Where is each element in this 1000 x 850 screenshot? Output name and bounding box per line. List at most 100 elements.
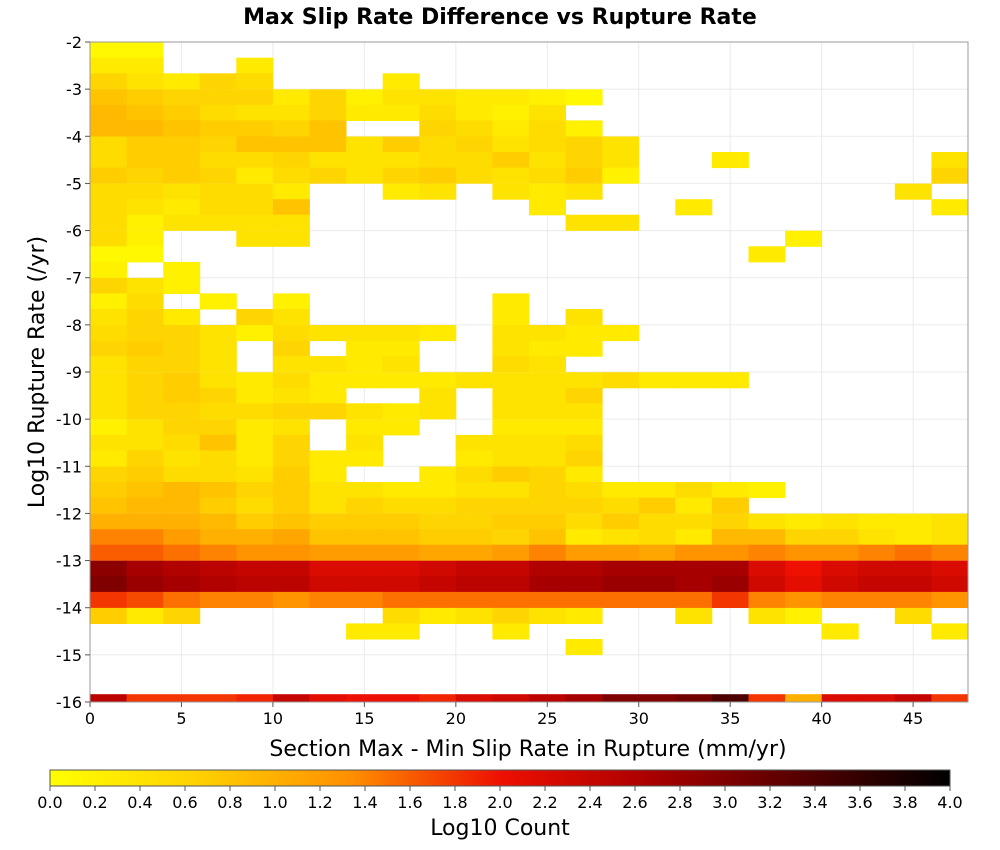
heatmap-cell [272,293,310,310]
heatmap-cell [163,387,201,404]
heatmap-cell [199,403,237,420]
heatmap-cell [163,104,201,121]
colorbar-tick-label: 1.6 [397,793,422,812]
heatmap-cell [382,403,420,420]
colorbar-tick-label: 4.0 [937,793,962,812]
heatmap-cell [163,89,201,106]
y-tick-label: -6 [66,222,82,241]
heatmap-cell [565,513,603,530]
heatmap-cell [821,576,859,593]
heatmap-cell [163,576,201,593]
chart-title: Max Slip Rate Difference vs Rupture Rate [243,5,757,30]
heatmap-cell [236,230,274,247]
heatmap-cell [90,419,127,436]
heatmap-cell [163,152,201,169]
heatmap-cell [126,387,164,404]
heatmap-cell [199,450,237,467]
heatmap-cell [90,372,127,389]
heatmap-cell [821,544,859,561]
heatmap-cell [492,450,530,467]
heatmap-cell [90,199,127,216]
colorbar-tick-label: 1.2 [307,793,332,812]
heatmap-cell [126,277,164,294]
heatmap-cell [309,529,347,546]
heatmap-cell [529,482,566,499]
heatmap-cell [455,466,493,483]
heatmap-cell [199,482,237,499]
heatmap-cell [675,199,713,216]
heatmap-cell [602,497,640,514]
heatmap-cell [163,607,201,624]
heatmap-cell [492,387,530,404]
heatmap-cell [419,560,457,577]
heatmap-cell [346,450,384,467]
heatmap-cell [492,591,530,608]
heatmap-cell [199,89,237,106]
heatmap-cell [199,544,237,561]
heatmap-cell [272,309,310,326]
heatmap-cell [529,89,566,106]
heatmap-cell [199,434,237,451]
heatmap-cell [90,183,127,200]
heatmap-cell [236,136,274,153]
heatmap-cell [236,57,274,74]
colorbar [49,769,951,787]
heatmap-cell [126,560,164,577]
heatmap-cell [309,89,347,106]
heatmap-cell [565,419,603,436]
heatmap-cell [163,120,201,137]
heatmap-cell [346,104,384,121]
heatmap-cell [90,214,127,231]
heatmap-cell [638,591,676,608]
heatmap-cell [199,340,237,357]
heatmap-cell [126,293,164,310]
heatmap-cell [529,152,566,169]
heatmap-cell [529,356,566,373]
heatmap-cell [126,309,164,326]
heatmap-cell [565,183,603,200]
heatmap-cell [858,694,896,703]
heatmap-cell [126,57,164,74]
heatmap-cell [90,544,127,561]
heatmap-cell [163,497,201,514]
heatmap-cell [126,152,164,169]
heatmap-cell [236,694,274,703]
heatmap-cell [492,623,530,640]
heatmap-cell [785,513,823,530]
heatmap-cell [90,246,127,263]
heatmap-cell [199,183,237,200]
heatmap-cell [565,309,603,326]
y-tick-label: -8 [66,316,82,335]
heatmap-cell [711,544,749,561]
heatmap-cell [565,214,603,231]
heatmap-cell [163,136,201,153]
heatmap-cell [346,340,384,357]
heatmap-cell [455,89,493,106]
heatmap-cell [272,403,310,420]
heatmap-cell [492,372,530,389]
y-tick-label: -16 [56,693,82,712]
heatmap-cell [382,482,420,499]
heatmap-cell [638,513,676,530]
heatmap-cell [163,591,201,608]
heatmap-cell [529,607,566,624]
heatmap-cell [821,591,859,608]
heatmap-cell [382,73,420,90]
heatmap-cell [272,466,310,483]
heatmap-cell [126,183,164,200]
heatmap-cell [346,89,384,106]
heatmap-cell [419,325,457,342]
heatmap-cell [821,560,859,577]
heatmap-cell [272,419,310,436]
heatmap-cell [858,560,896,577]
heatmap-cell [199,325,237,342]
heatmap-cell [894,591,932,608]
heatmap-cell [236,104,274,121]
heatmap-cell [199,387,237,404]
heatmap-cell [163,183,201,200]
heatmap-cell [90,104,127,121]
heatmap-cell [90,120,127,137]
heatmap-cell [565,403,603,420]
heatmap-cell [711,513,749,530]
heatmap-cell [602,482,640,499]
